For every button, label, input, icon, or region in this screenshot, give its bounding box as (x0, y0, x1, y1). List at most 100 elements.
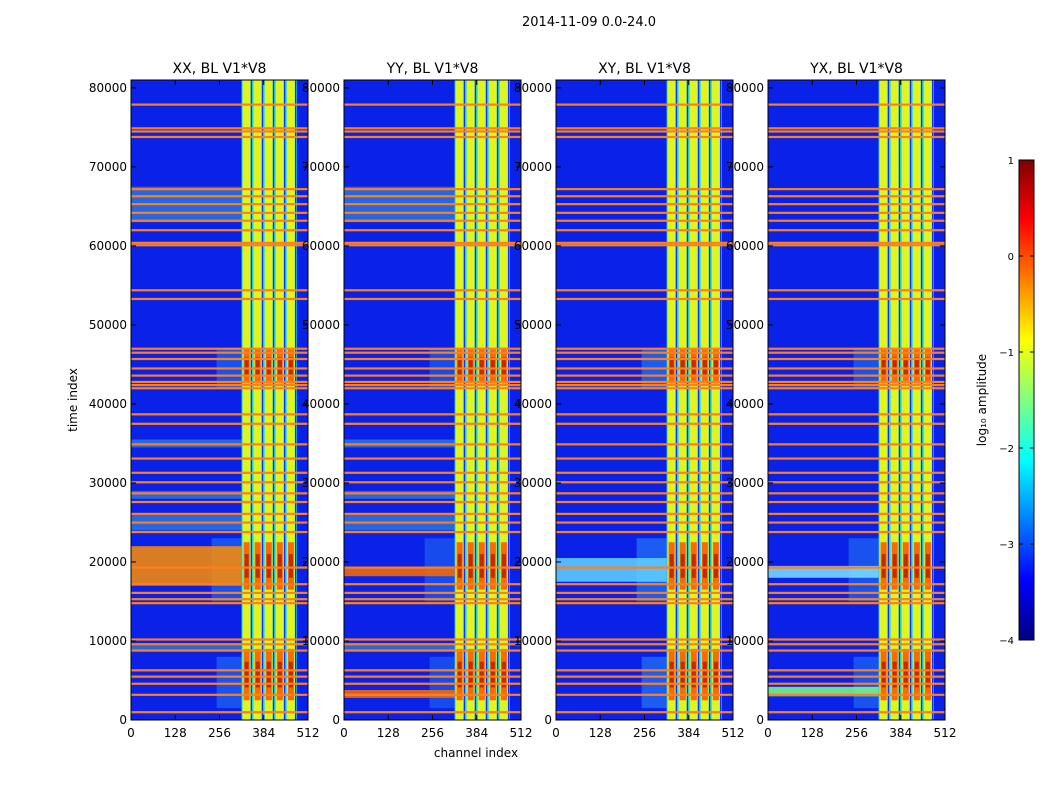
flagged-row (131, 643, 308, 646)
flagged-row (131, 103, 308, 106)
haze (853, 656, 879, 709)
hot-block-core (457, 554, 462, 578)
hot-block-core (468, 554, 473, 578)
flagged-row (131, 602, 308, 605)
column-gap (920, 80, 923, 720)
panel-yx: YX, BL V1*V8 0 128 256 384 512 0 10000 20000 3000… (726, 61, 957, 740)
hot-block-core (881, 554, 886, 578)
flagged-row (556, 492, 733, 495)
flagged-row (556, 682, 733, 685)
column-gap (887, 80, 890, 720)
flagged-row (344, 188, 521, 191)
flagged-row (768, 711, 945, 714)
flagged-row (344, 374, 521, 377)
column-gap (496, 80, 499, 720)
bright-column-core (276, 80, 282, 720)
flagged-row (768, 675, 945, 678)
flagged-row (768, 203, 945, 206)
flagged-row (131, 492, 308, 495)
bright-column-core (456, 80, 462, 720)
colorbar-body (1018, 159, 1035, 641)
x-tick-label: 384 (889, 726, 912, 740)
flagged-row (131, 357, 308, 361)
hot-block-core (881, 661, 886, 688)
y-tick-label: 60000 (514, 239, 552, 253)
bright-column-core (701, 80, 707, 720)
column-gap (931, 80, 934, 720)
flagged-row (768, 195, 945, 198)
streak (768, 686, 879, 697)
flagged-row (556, 471, 733, 474)
flagged-row (768, 103, 945, 106)
column-gap (898, 80, 901, 720)
flagged-row (131, 383, 308, 387)
hot-block-core (490, 357, 495, 375)
column-gap (697, 80, 700, 720)
colorbar-tick-label: −3 (999, 540, 1014, 551)
flagged-row (344, 387, 521, 390)
flagged-row (768, 471, 945, 474)
bright-column-core (902, 80, 908, 720)
flagged-row (131, 297, 308, 301)
y-tick-label: 0 (756, 713, 764, 727)
hot-block-core (925, 661, 930, 688)
flagged-row (768, 422, 945, 425)
flagged-row (768, 638, 945, 641)
flagged-row (344, 244, 521, 247)
flagged-row (131, 521, 308, 524)
flagged-row (344, 492, 521, 495)
flagged-row (556, 481, 733, 484)
flagged-row (344, 481, 521, 484)
y-tick-label: 60000 (726, 239, 764, 253)
flagged-row (131, 591, 308, 594)
flagged-row (344, 219, 521, 222)
bright-column-core (287, 80, 293, 720)
y-tick-label: 0 (119, 713, 127, 727)
y-tick-label: 0 (544, 713, 552, 727)
y-tick-label: 20000 (89, 555, 127, 569)
flagged-row (768, 289, 945, 292)
flagged-row (344, 682, 521, 685)
flagged-row (344, 500, 521, 504)
flagged-row (556, 675, 733, 678)
flagged-row (768, 351, 945, 354)
bright-column-core (880, 80, 886, 720)
flagged-row (131, 130, 308, 133)
hot-block-core (457, 357, 462, 375)
column-gap (272, 80, 275, 720)
flagged-row (344, 127, 521, 130)
panel-title: XY, BL V1*V8 (598, 61, 691, 77)
flagged-row (768, 380, 945, 384)
x-tick-label: 256 (845, 726, 868, 740)
flagged-row (556, 347, 733, 350)
flagged-row (131, 387, 308, 390)
flagged-row (556, 289, 733, 292)
column-gap (719, 80, 722, 720)
flagged-row (768, 649, 945, 652)
colorbar-tick-label: −4 (999, 636, 1014, 647)
flagged-row (556, 669, 733, 672)
figure-title: 2014-11-09 0.0-24.0 (522, 15, 656, 30)
flagged-row (556, 649, 733, 652)
flagged-row (768, 374, 945, 377)
hot-block-core (255, 357, 260, 375)
flagged-row (556, 521, 733, 524)
flagged-row (768, 244, 945, 247)
hot-block-core (892, 357, 897, 375)
heatmap-xy (556, 80, 733, 720)
flagged-row (344, 669, 521, 672)
streak (556, 558, 667, 582)
hot-block-core (468, 357, 473, 375)
flagged-row (344, 638, 521, 641)
flagged-row (768, 127, 945, 130)
flagged-row (344, 521, 521, 524)
flagged-row (556, 211, 733, 214)
flagged-row (556, 297, 733, 301)
hot-block-core (255, 554, 260, 578)
hot-block-core (468, 661, 473, 688)
flagged-row (768, 500, 945, 504)
y-tick-label: 30000 (726, 476, 764, 490)
heatmap-yy (344, 80, 521, 720)
colorbar-tick-label: 0 (1008, 252, 1014, 263)
flagged-row (556, 512, 733, 515)
